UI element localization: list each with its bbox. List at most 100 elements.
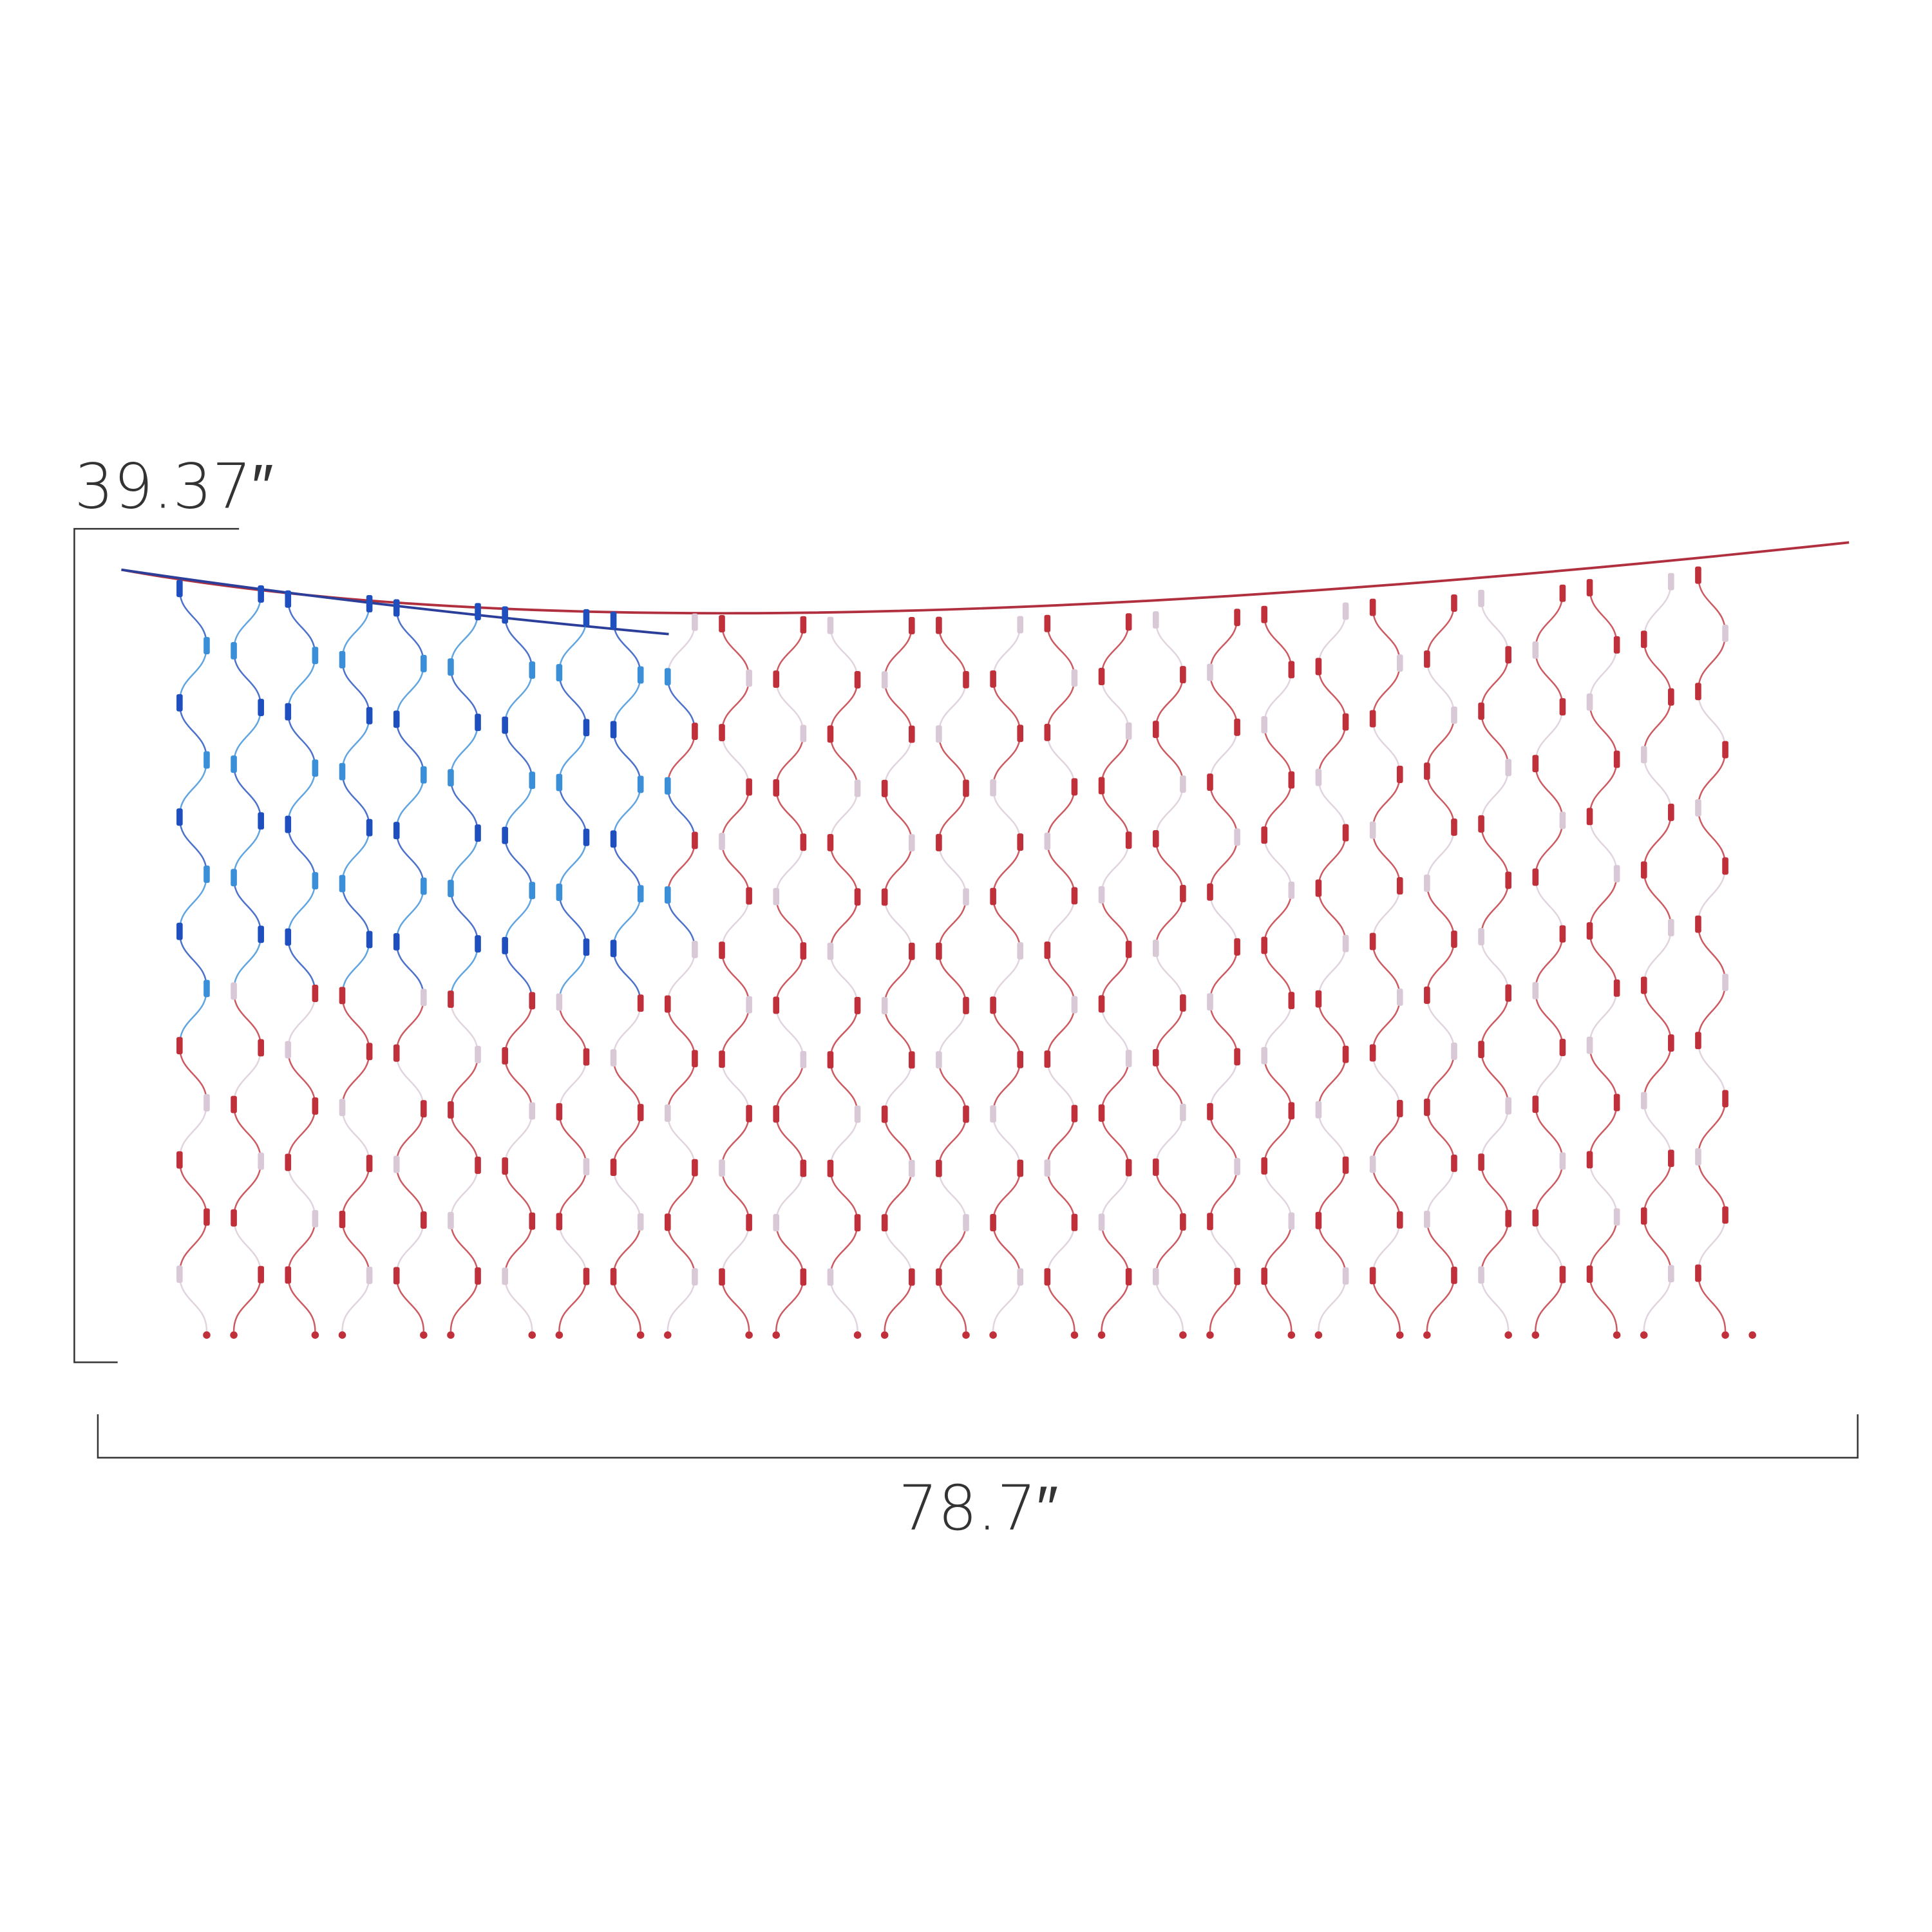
led: [1234, 609, 1240, 627]
led: [692, 940, 698, 958]
wire: [1101, 1058, 1130, 1113]
led: [1396, 766, 1403, 783]
wire: [1426, 771, 1455, 828]
wire: [1372, 830, 1401, 886]
wire: [1263, 780, 1293, 835]
wire: [504, 725, 533, 781]
led: [556, 664, 563, 682]
led: [1207, 993, 1213, 1011]
wire: [667, 1004, 696, 1059]
wire: [775, 733, 804, 788]
led: [1342, 824, 1349, 842]
wire: [775, 679, 804, 734]
led: [393, 933, 400, 951]
led: [1180, 775, 1186, 793]
wire: [1480, 1162, 1510, 1219]
wire: [938, 788, 967, 843]
wire: [1263, 835, 1293, 891]
led: [1098, 1104, 1105, 1122]
led-tip: [447, 1331, 455, 1339]
led: [1396, 877, 1403, 895]
led: [881, 779, 888, 797]
led: [339, 762, 346, 781]
led: [1695, 683, 1701, 701]
led: [1613, 636, 1620, 654]
net-lights: [121, 541, 1850, 1339]
wire: [1209, 727, 1238, 782]
led: [1044, 1268, 1051, 1286]
led: [1532, 755, 1539, 773]
led: [827, 1159, 834, 1177]
wire: [1155, 948, 1184, 1003]
led: [475, 935, 481, 953]
led: [421, 1100, 427, 1118]
led: [1640, 976, 1647, 994]
wire: [1209, 1056, 1238, 1112]
led: [1288, 1212, 1295, 1230]
led: [1668, 919, 1674, 936]
wire: [1155, 784, 1184, 839]
led: [475, 1046, 481, 1063]
led: [285, 590, 292, 608]
led: [556, 773, 563, 791]
led: [936, 1268, 942, 1286]
led: [231, 755, 237, 773]
led: [1695, 566, 1701, 584]
wire: [395, 719, 425, 775]
wire: [884, 1277, 913, 1332]
wire: [1263, 1056, 1293, 1111]
wire: [1046, 1059, 1075, 1114]
led: [1722, 1206, 1728, 1224]
led: [448, 769, 454, 787]
wire: [178, 1045, 208, 1103]
led: [692, 613, 698, 631]
led: [1586, 922, 1593, 940]
led: [1017, 616, 1024, 634]
led: [1640, 861, 1647, 879]
wire: [992, 896, 1021, 951]
led: [529, 772, 536, 790]
wire: [1372, 1275, 1401, 1332]
wire: [1480, 1106, 1510, 1162]
wire: [178, 1274, 208, 1332]
led: [854, 888, 861, 906]
wire: [938, 842, 967, 897]
led-tip: [203, 1331, 211, 1339]
led: [773, 887, 780, 905]
wire: [504, 1221, 533, 1276]
wire: [1697, 1040, 1727, 1099]
wire: [1589, 1159, 1618, 1217]
led: [1234, 718, 1240, 736]
led: [1668, 573, 1674, 591]
wire: [884, 625, 913, 680]
wire: [667, 731, 696, 786]
wire: [395, 1164, 425, 1220]
wire: [232, 877, 262, 934]
wire: [232, 764, 262, 821]
led: [908, 617, 915, 634]
wire: [1535, 706, 1564, 764]
wire: [1372, 774, 1401, 831]
width-bracket: [97, 1414, 1859, 1459]
led: [1152, 721, 1159, 739]
led: [1207, 663, 1213, 681]
wire: [1046, 841, 1075, 896]
wire: [504, 1276, 533, 1332]
wire: [992, 1005, 1021, 1060]
led-tip: [1097, 1331, 1106, 1339]
led: [312, 1209, 319, 1227]
wire: [1318, 1054, 1347, 1110]
wire: [1209, 672, 1238, 728]
led: [393, 822, 400, 840]
led: [881, 888, 888, 906]
wire: [1263, 890, 1293, 945]
wire: [1643, 697, 1672, 755]
wire: [450, 888, 479, 944]
wire: [829, 1222, 858, 1277]
led: [1098, 1213, 1105, 1231]
wire: [938, 951, 967, 1006]
led-tip: [1748, 1331, 1756, 1339]
wire: [232, 1104, 262, 1162]
led: [1071, 1104, 1078, 1122]
